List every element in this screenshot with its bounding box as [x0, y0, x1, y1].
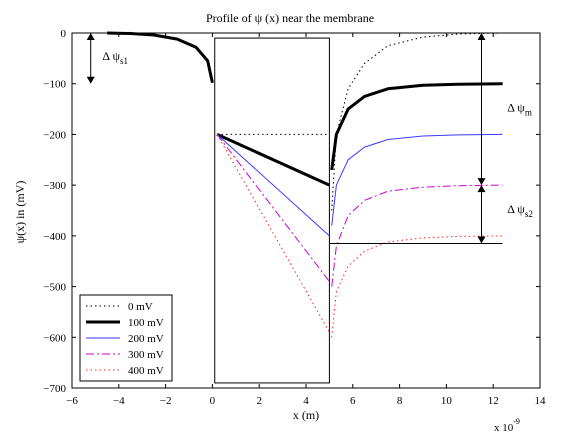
x-tick-label: 2	[256, 395, 262, 407]
axes: −6 −4 −2 0 2 4 6 8 10 12 14 0 −100 −200 −300 −400 −500 −6…	[43, 28, 546, 407]
series-300-mv	[216, 134, 503, 287]
y-tick-label: −700	[43, 383, 66, 395]
series-line	[331, 133, 503, 226]
arrowhead	[86, 76, 95, 84]
x-tick-label: −6	[66, 395, 78, 407]
chart-title: Profile of ψ (x) near the membrane	[206, 11, 374, 25]
y-tick-label: −500	[43, 282, 66, 294]
legend-label: 0 mV	[128, 301, 153, 313]
legend: 0 mV 100 mV 200 mV 300 mV 400 mV	[79, 294, 173, 382]
series-400-mv	[216, 134, 503, 338]
annotation-delta-psi-m: Δ ψm	[477, 33, 532, 186]
legend-label: 400 mV	[128, 365, 164, 377]
arrowhead	[477, 33, 486, 40]
annotation-subscript: m	[525, 108, 532, 118]
x-axis-label: x (m)	[293, 408, 319, 422]
annotation-label: Δ ψs1	[102, 49, 128, 66]
x-multiplier-exponent: -9	[513, 417, 520, 426]
series-line	[216, 134, 330, 282]
arrowhead	[86, 33, 95, 40]
legend-label: 300 mV	[128, 349, 164, 361]
x-tick-label: −2	[160, 395, 172, 407]
legend-label: 100 mV	[128, 317, 164, 329]
legend-entry: 200 mV	[86, 333, 164, 345]
y-tick-label: −600	[43, 332, 66, 344]
annotation-symbol: Δ ψ	[102, 49, 120, 63]
y-tick-label: −200	[43, 129, 66, 141]
legend-label: 200 mV	[128, 333, 164, 345]
x-axis-multiplier: x 10-9	[494, 417, 520, 434]
legend-entry: 0 mV	[86, 301, 153, 313]
membrane-box	[214, 37, 330, 384]
series-100-mv	[107, 31, 503, 187]
series-line	[216, 133, 331, 187]
annotation-delta-psi-s1: Δ ψs1	[86, 33, 128, 84]
y-axis-label: ψ(x) in (mV)	[13, 181, 27, 244]
series-line	[216, 134, 330, 333]
x-tick-label: 6	[350, 395, 356, 407]
x-multiplier-base: x 10	[494, 422, 514, 434]
annotation-delta-psi-s2: Δ ψs2	[477, 185, 533, 244]
series-line	[216, 134, 330, 237]
arrowhead	[477, 236, 486, 244]
y-tick-label: −300	[43, 180, 66, 192]
legend-entry: 100 mV	[86, 317, 164, 329]
series-line	[331, 32, 503, 211]
x-tick-label: 0	[210, 395, 216, 407]
series-line	[331, 184, 503, 287]
y-tick-label: −100	[43, 79, 66, 91]
annotation-symbol: Δ ψ	[507, 101, 525, 115]
annotation-subscript: s1	[120, 56, 128, 66]
series-0-mv	[107, 32, 503, 211]
x-tick-label: −4	[113, 395, 125, 407]
x-tick-label: 14	[535, 395, 547, 407]
legend-entry: 400 mV	[86, 365, 164, 377]
series-line	[107, 31, 214, 84]
annotation-label: Δ ψs2	[507, 202, 533, 219]
annotation-label: Δ ψm	[507, 101, 532, 118]
legend-entry: 300 mV	[86, 349, 164, 361]
series-line	[331, 235, 503, 338]
series-line	[330, 82, 503, 171]
x-tick-label: 10	[441, 395, 453, 407]
y-tick-label: 0	[61, 28, 67, 40]
x-tick-label: 12	[488, 395, 499, 407]
arrowhead	[477, 178, 486, 186]
arrowhead	[477, 185, 486, 193]
x-tick-label: 8	[397, 395, 403, 407]
y-tick-label: −400	[43, 231, 66, 243]
series-group	[107, 31, 503, 338]
annotation-subscript: s2	[525, 209, 533, 219]
annotation-symbol: Δ ψ	[507, 202, 525, 216]
x-tick-label: 4	[303, 395, 309, 407]
series-200-mv	[216, 133, 503, 237]
